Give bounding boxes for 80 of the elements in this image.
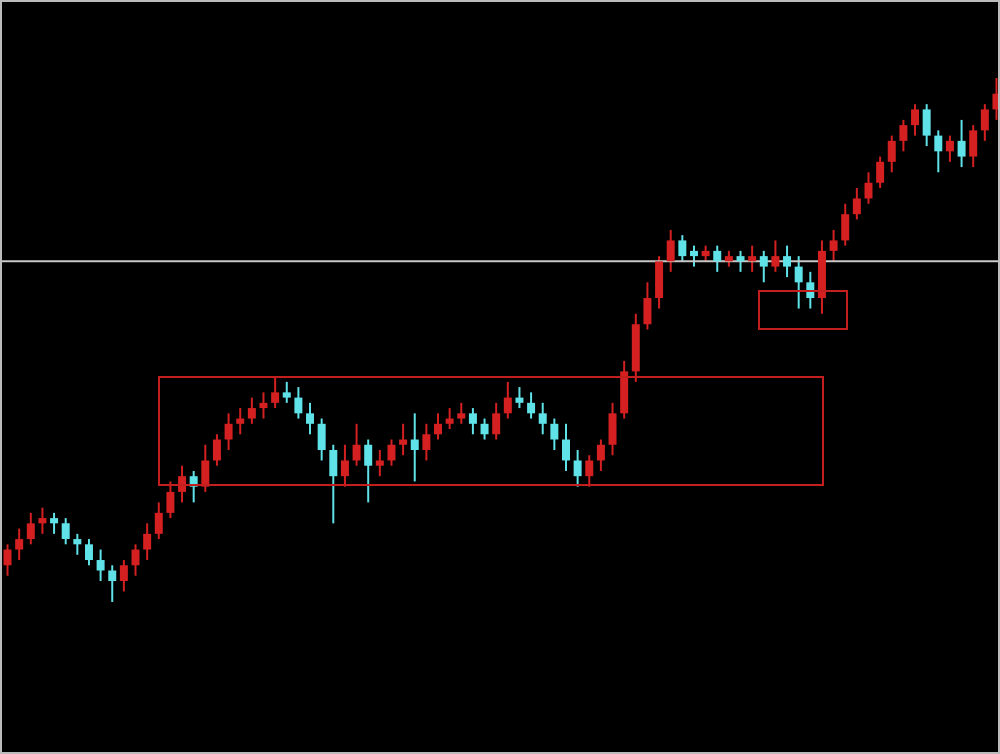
candlestick: [922, 103, 931, 148]
candlestick: [573, 449, 582, 488]
candlestick: [538, 401, 547, 436]
candlestick: [759, 249, 768, 284]
candlestick: [387, 438, 396, 467]
candlestick: [899, 118, 908, 153]
candlestick: [26, 511, 35, 546]
candlestick: [3, 543, 12, 577]
candlestick: [282, 380, 291, 404]
candlestick: [934, 129, 943, 174]
candlestick: [236, 407, 245, 436]
candlestick: [247, 396, 256, 425]
candlestick: [96, 548, 105, 582]
candlestick: [980, 103, 989, 142]
candlestick: [410, 412, 419, 483]
candlestick: [201, 443, 210, 493]
candlestick: [678, 234, 687, 263]
candlestick: [271, 375, 280, 410]
candlestick: [434, 412, 443, 441]
candlestick: [561, 422, 570, 472]
candlestick: [445, 407, 454, 431]
candlestick: [503, 380, 512, 420]
candlestick: [38, 506, 47, 535]
candlestick: [375, 449, 384, 478]
candlestick: [527, 391, 536, 420]
candlestick: [50, 511, 59, 535]
candlestick: [131, 543, 140, 577]
candlestick: [736, 249, 745, 273]
candlestick: [468, 407, 477, 436]
candlestick: [864, 171, 873, 205]
candlestick: [166, 480, 175, 520]
candlestick: [143, 522, 152, 562]
candlestick: [666, 228, 675, 273]
candlestick: [259, 391, 268, 420]
candlestick: [364, 438, 373, 504]
candlestick: [631, 312, 640, 383]
candlestick: [620, 359, 629, 420]
candlestick: [515, 386, 524, 410]
candlestick: [596, 438, 605, 472]
candlestick: [887, 134, 896, 174]
candlestick: [15, 527, 24, 562]
candlestick: [317, 417, 326, 462]
candlestick: [84, 538, 93, 567]
candlestick: [329, 443, 338, 525]
candlestick: [969, 124, 978, 169]
candlestick: [783, 244, 792, 279]
candlestick: [119, 559, 128, 593]
candlestick: [224, 412, 233, 451]
candlestick: [643, 281, 652, 331]
candlestick: [689, 244, 698, 268]
candlestick: [108, 564, 117, 603]
candlestick: [340, 443, 349, 488]
candlestick: [771, 239, 780, 273]
candlestick: [480, 417, 489, 441]
candlestick: [61, 517, 70, 546]
candlestick: [876, 155, 885, 190]
candlestick: [457, 401, 466, 425]
candlestick: [352, 422, 361, 467]
candlestick: [841, 202, 850, 247]
candlestick: [794, 255, 803, 310]
candlestick: [957, 118, 966, 169]
candlestick: [945, 134, 954, 163]
candlestick: [422, 422, 431, 462]
candlestick: [911, 103, 920, 137]
candlestick: [399, 422, 408, 457]
candlestick: [655, 255, 664, 310]
candlestick: [154, 501, 163, 541]
candlestick: [713, 244, 722, 273]
candlestick: [73, 532, 82, 556]
candlestick: [585, 454, 594, 488]
candlestick: [852, 187, 861, 221]
candlestick: [212, 433, 221, 467]
candlestick: [817, 239, 826, 315]
candlestick: [492, 401, 501, 441]
candlestick: [748, 244, 757, 273]
candlestick: [294, 386, 303, 420]
candlestick: [306, 401, 315, 436]
candlestick: [550, 417, 559, 451]
candlestick: [608, 401, 617, 457]
candlestick: [829, 228, 838, 263]
